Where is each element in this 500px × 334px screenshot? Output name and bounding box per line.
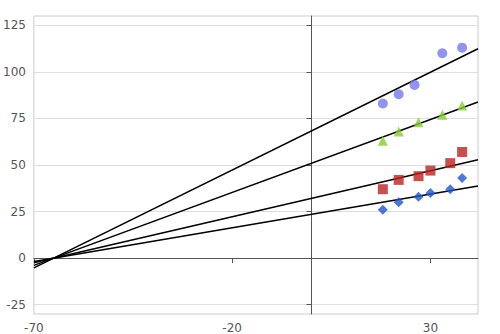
svg-text:30: 30 bbox=[423, 321, 438, 334]
svg-text:-70: -70 bbox=[24, 321, 44, 334]
svg-text:-20: -20 bbox=[222, 321, 242, 334]
svg-text:-25: -25 bbox=[6, 298, 26, 312]
svg-text:50: 50 bbox=[11, 158, 26, 172]
svg-text:75: 75 bbox=[11, 111, 26, 125]
svg-text:125: 125 bbox=[3, 18, 26, 32]
svg-text:0: 0 bbox=[18, 251, 26, 265]
svg-text:100: 100 bbox=[3, 65, 26, 79]
svg-text:25: 25 bbox=[11, 205, 26, 219]
